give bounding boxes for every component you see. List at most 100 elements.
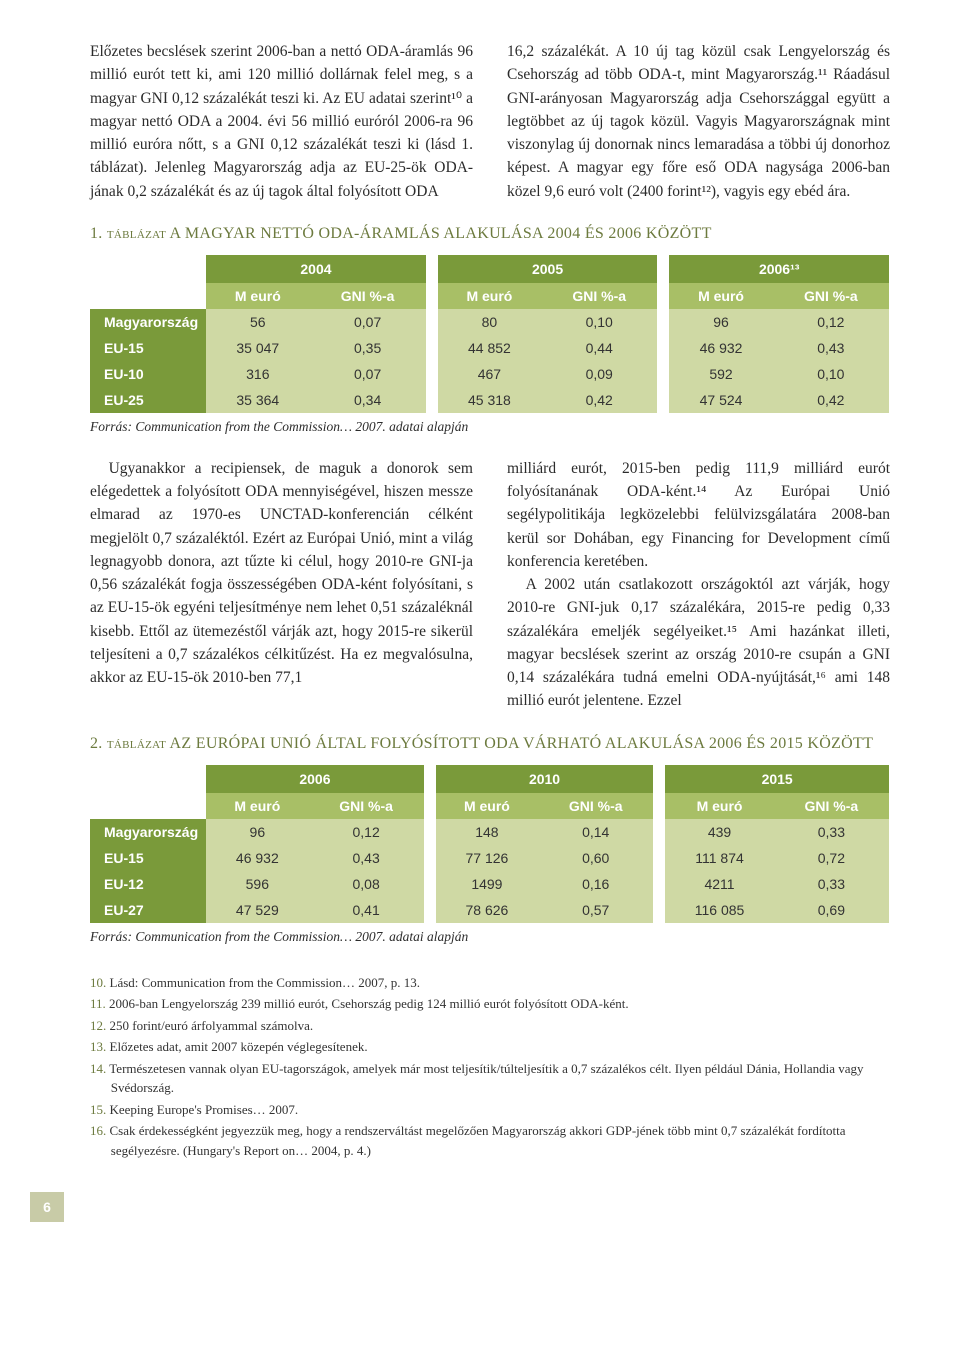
table-cell: 0,07 (309, 361, 425, 387)
footnote: 10. Lásd: Communication from the Commiss… (90, 973, 890, 993)
footnote-text: 250 forint/euró árfolyammal számolva. (110, 1018, 314, 1033)
spacer (424, 819, 436, 845)
t1-sub: GNI %-a (541, 283, 657, 309)
table-cell: 35 047 (206, 335, 309, 361)
table-cell: 0,57 (538, 897, 653, 923)
table-cell: 0,14 (538, 819, 653, 845)
footnote: 11. 2006-ban Lengyelország 239 millió eu… (90, 994, 890, 1014)
table-cell: 96 (669, 309, 772, 335)
table-cell: 56 (206, 309, 309, 335)
t2-sub: M euró (206, 793, 308, 819)
table-cell: 0,16 (538, 871, 653, 897)
table-cell: 0,44 (541, 335, 657, 361)
spacer (657, 283, 669, 309)
table2-title: 2. táblázat AZ EURÓPAI UNIÓ ÁLTAL FOLYÓS… (90, 735, 890, 753)
para-3a: Ugyanakkor a recipiensek, de maguk a don… (90, 457, 473, 690)
footnote: 12. 250 forint/euró árfolyammal számolva… (90, 1016, 890, 1036)
footnote-number: 12. (90, 1018, 110, 1033)
footnote-text: Csak érdekességként jegyezzük meg, hogy … (110, 1123, 846, 1158)
table-cell: 0,42 (541, 387, 657, 413)
table2-year-1: 2010 (436, 765, 654, 793)
spacer (424, 793, 436, 819)
footnote: 13. Előzetes adat, amit 2007 közepén vég… (90, 1037, 890, 1057)
table-cell: 467 (438, 361, 541, 387)
page-number: 6 (30, 1192, 64, 1222)
para-3b: milliárd eurót, 2015-ben pedig 111,9 mil… (507, 457, 890, 573)
footnote-text: Keeping Europe's Promises… 2007. (110, 1102, 299, 1117)
spacer (653, 819, 665, 845)
table1-year-1: 2005 (438, 255, 658, 283)
table-cell: 592 (669, 361, 772, 387)
footnote-number: 11. (90, 996, 109, 1011)
table1-source: Forrás: Communication from the Commissio… (90, 419, 890, 435)
t1-sub: M euró (206, 283, 309, 309)
spacer (657, 255, 669, 283)
table-cell: 0,10 (541, 309, 657, 335)
footnote-text: Természetesen vannak olyan EU-tagországo… (109, 1061, 863, 1096)
table-cell: 46 932 (669, 335, 772, 361)
spacer (653, 897, 665, 923)
t2-sub: M euró (665, 793, 773, 819)
spacer (426, 283, 438, 309)
table-cell: 0,07 (309, 309, 425, 335)
spacer (424, 897, 436, 923)
table-cell: 148 (436, 819, 538, 845)
table-cell: 47 524 (669, 387, 772, 413)
footnote: 15. Keeping Europe's Promises… 2007. (90, 1100, 890, 1120)
table-cell: 0,42 (773, 387, 889, 413)
table-cell: 0,12 (309, 819, 424, 845)
table-cell: 0,41 (309, 897, 424, 923)
spacer (426, 387, 438, 413)
table-cell: 46 932 (206, 845, 308, 871)
table-cell: 0,43 (773, 335, 889, 361)
table-cell: 0,60 (538, 845, 653, 871)
footnote-number: 14. (90, 1061, 109, 1076)
spacer (424, 871, 436, 897)
table-cell: 596 (206, 871, 308, 897)
table-cell: 4211 (665, 871, 773, 897)
spacer (653, 871, 665, 897)
t2-sub: GNI %-a (538, 793, 653, 819)
spacer (90, 793, 206, 819)
table-cell: 78 626 (436, 897, 538, 923)
t1-sub: GNI %-a (773, 283, 889, 309)
table-row-label: EU-10 (90, 361, 206, 387)
table-cell: 80 (438, 309, 541, 335)
table-cell: 0,12 (773, 309, 889, 335)
table1-year-0: 2004 (206, 255, 426, 283)
t1-sub: M euró (669, 283, 772, 309)
t1-sub: M euró (438, 283, 541, 309)
table1: 2004 2005 2006¹³ M euró GNI %-a M euró G… (90, 255, 890, 413)
spacer (657, 361, 669, 387)
footnote-number: 13. (90, 1039, 110, 1054)
table-cell: 0,35 (309, 335, 425, 361)
spacer (657, 335, 669, 361)
table-cell: 111 874 (665, 845, 773, 871)
table-cell: 0,10 (773, 361, 889, 387)
spacer (426, 309, 438, 335)
table-row-label: EU-12 (90, 871, 206, 897)
table-row-label: EU-15 (90, 845, 206, 871)
para-4: A 2002 után csatlakozott országoktól azt… (507, 573, 890, 713)
table-row-label: Magyarország (90, 819, 206, 845)
spacer (90, 255, 206, 283)
footnote: 14. Természetesen vannak olyan EU-tagors… (90, 1059, 890, 1098)
table-cell: 45 318 (438, 387, 541, 413)
para-2: 16,2 százalékát. A 10 új tag közül csak … (507, 40, 890, 203)
table2-source: Forrás: Communication from the Commissio… (90, 929, 890, 945)
footnotes: 10. Lásd: Communication from the Commiss… (90, 973, 890, 1161)
spacer (90, 283, 206, 309)
table1-year-2: 2006¹³ (669, 255, 889, 283)
table-cell: 0,33 (774, 871, 889, 897)
footnote-text: 2006-ban Lengyelország 239 millió eurót,… (109, 996, 629, 1011)
table-row-label: EU-25 (90, 387, 206, 413)
spacer (426, 255, 438, 283)
t2-sub: GNI %-a (309, 793, 424, 819)
t2-sub: GNI %-a (774, 793, 889, 819)
table-cell: 439 (665, 819, 773, 845)
table-cell: 47 529 (206, 897, 308, 923)
table-row-label: EU-27 (90, 897, 206, 923)
spacer (653, 793, 665, 819)
table-cell: 96 (206, 819, 308, 845)
intro-columns: Előzetes becslések szerint 2006-ban a ne… (90, 40, 890, 203)
